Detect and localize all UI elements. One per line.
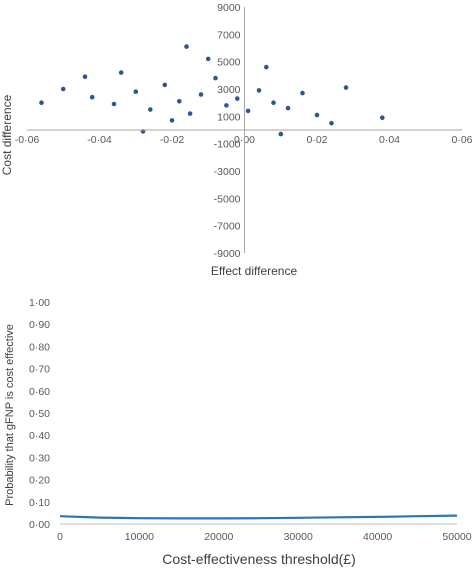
acceptability-curve-panel: 0 10000 20000 30000 40000 50000 0·00 0·10 0·20 0·… [0, 290, 473, 571]
series-line [59, 514, 458, 520]
data-point [111, 101, 117, 107]
y-tick-label: 0·30 [29, 452, 50, 464]
data-point [60, 86, 66, 92]
cost-effectiveness-plane-chart: -0·06 -0·04 -0·02 0·00 0·02 0·04 0·06900070005… [0, 2, 473, 278]
y-tick-label: 5000 [217, 57, 241, 69]
x-tick-label: 0·04 [379, 134, 400, 146]
x-tick-label: 20000 [204, 531, 233, 543]
y-tick-label: 1·00 [29, 297, 50, 309]
y-tick-label: 0·40 [29, 430, 50, 442]
data-point [329, 120, 334, 126]
data-point [187, 111, 193, 116]
data-point [82, 74, 88, 79]
data-point [213, 75, 218, 81]
data-point [278, 131, 284, 137]
data-point [162, 82, 168, 88]
y-tick-label: -7000 [214, 221, 241, 233]
data-point [169, 118, 175, 123]
data-point [264, 64, 269, 70]
x-tick-label: 0 [57, 531, 63, 543]
y-tick-label: -5000 [214, 193, 241, 205]
data-point [380, 115, 385, 120]
data-point [198, 92, 204, 97]
data-point [89, 94, 95, 100]
y-tick-label: -3000 [214, 166, 241, 178]
x-tick-label: -0·06 [15, 134, 40, 146]
data-point [39, 100, 44, 105]
y-tick-label: -1000 [214, 139, 241, 151]
x-tick-label: -0·02 [160, 134, 185, 146]
data-point [224, 103, 229, 108]
x-tick-label: 10000 [125, 531, 154, 543]
data-point [118, 70, 124, 75]
y-tick-label: 0·50 [29, 408, 50, 420]
y-tick-label: 0·90 [29, 319, 50, 331]
x-axis-title: Cost-effectiveness threshold(£) [162, 551, 356, 567]
y-tick-label: 3000 [217, 84, 241, 96]
y-tick-label: 0·60 [29, 386, 50, 398]
data-point [314, 112, 320, 118]
x-tick-label: 50000 [442, 531, 471, 543]
data-point [271, 100, 276, 105]
y-tick-label: 0·20 [29, 475, 50, 487]
y-tick-label: 7000 [217, 29, 241, 41]
data-point [235, 96, 240, 101]
data-point [177, 99, 182, 104]
data-point [148, 107, 153, 112]
acceptability-curve-chart: 0 10000 20000 30000 40000 50000 0·00 0·10 0·20 0·… [4, 297, 472, 567]
data-point [133, 89, 139, 94]
data-point [300, 90, 305, 96]
x-tick-label: 30000 [284, 531, 313, 543]
x-tick-label: 0·06 [451, 134, 472, 146]
x-tick-label: 40000 [363, 531, 392, 543]
y-axis-title: Cost difference [0, 94, 14, 175]
y-tick-label: 1000 [217, 111, 241, 123]
data-point [343, 85, 349, 90]
y-tick-label: -9000 [214, 248, 241, 260]
y-tick-label: 0·70 [29, 364, 50, 376]
y-tick-label: 0·80 [29, 341, 50, 353]
data-point [205, 56, 211, 62]
x-tick-label: -0·04 [87, 134, 112, 146]
data-point [256, 88, 262, 93]
data-point [184, 44, 189, 49]
cost-effectiveness-plane-panel: -0·06 -0·04 -0·02 0·00 0·02 0·04 0·06 9000 7000 5… [0, 0, 473, 285]
y-tick-label: 9000 [217, 2, 241, 14]
y-tick-label: 0·10 [29, 497, 50, 509]
data-point [285, 105, 291, 111]
x-tick-label: 0·02 [306, 134, 327, 146]
data-point [245, 108, 251, 114]
y-axis-title: Probability that gFNP is cost effective [4, 324, 16, 506]
x-axis-title: Effect difference [211, 264, 298, 278]
y-tick-label: 0·00 [29, 519, 50, 531]
